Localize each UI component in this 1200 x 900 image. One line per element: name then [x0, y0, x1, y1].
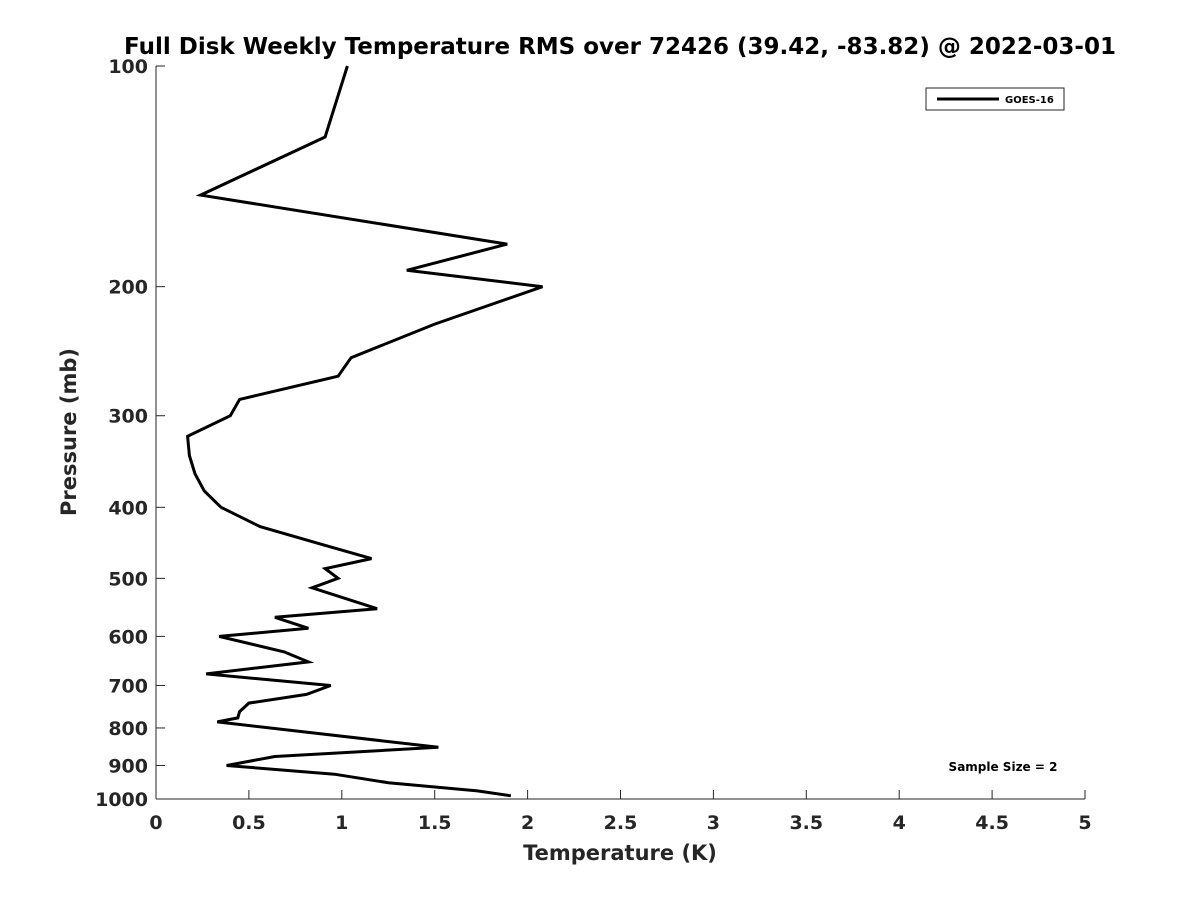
x-tick-label: 0.5: [232, 812, 266, 834]
y-tick-label: 1000: [95, 789, 148, 811]
x-tick-label: 4: [893, 812, 906, 834]
legend-entry: GOES-16: [1005, 95, 1054, 106]
x-axis-label: Temperature (K): [523, 841, 717, 865]
y-tick-label: 400: [108, 497, 148, 519]
y-tick-label: 100: [108, 56, 148, 78]
x-tick-label: 1.5: [418, 812, 452, 834]
y-tick-label: 500: [108, 568, 148, 590]
x-tick-label: 1: [335, 812, 348, 834]
x-tick-label: 5: [1078, 812, 1091, 834]
series-line-goes-16: [186, 65, 543, 798]
sample-size-annotation: Sample Size = 2: [949, 760, 1058, 774]
y-tick-label: 700: [108, 675, 148, 697]
x-tick-label: 2: [521, 812, 534, 834]
x-tick-label: 0: [149, 812, 162, 834]
y-tick-label: 200: [108, 277, 148, 299]
chart-title: Full Disk Weekly Temperature RMS over 72…: [124, 34, 1116, 60]
plot-area: 0 0.5 1 1.5 2 2.5 3 3.5 4 4.5 5 100 200 300 400 500 600 7…: [95, 56, 1092, 834]
x-tick-label: 2.5: [604, 812, 638, 834]
x-tick-label: 4.5: [975, 812, 1009, 834]
legend: GOES-16: [925, 87, 1065, 111]
y-axis-label: Pressure (mb): [57, 348, 81, 516]
x-tick-label: 3.5: [789, 812, 823, 834]
y-tick-label: 900: [108, 755, 148, 777]
y-tick-label: 300: [108, 406, 148, 428]
y-tick-label: 600: [108, 626, 148, 648]
x-tick-label: 3: [707, 812, 720, 834]
y-tick-label: 800: [108, 718, 148, 740]
